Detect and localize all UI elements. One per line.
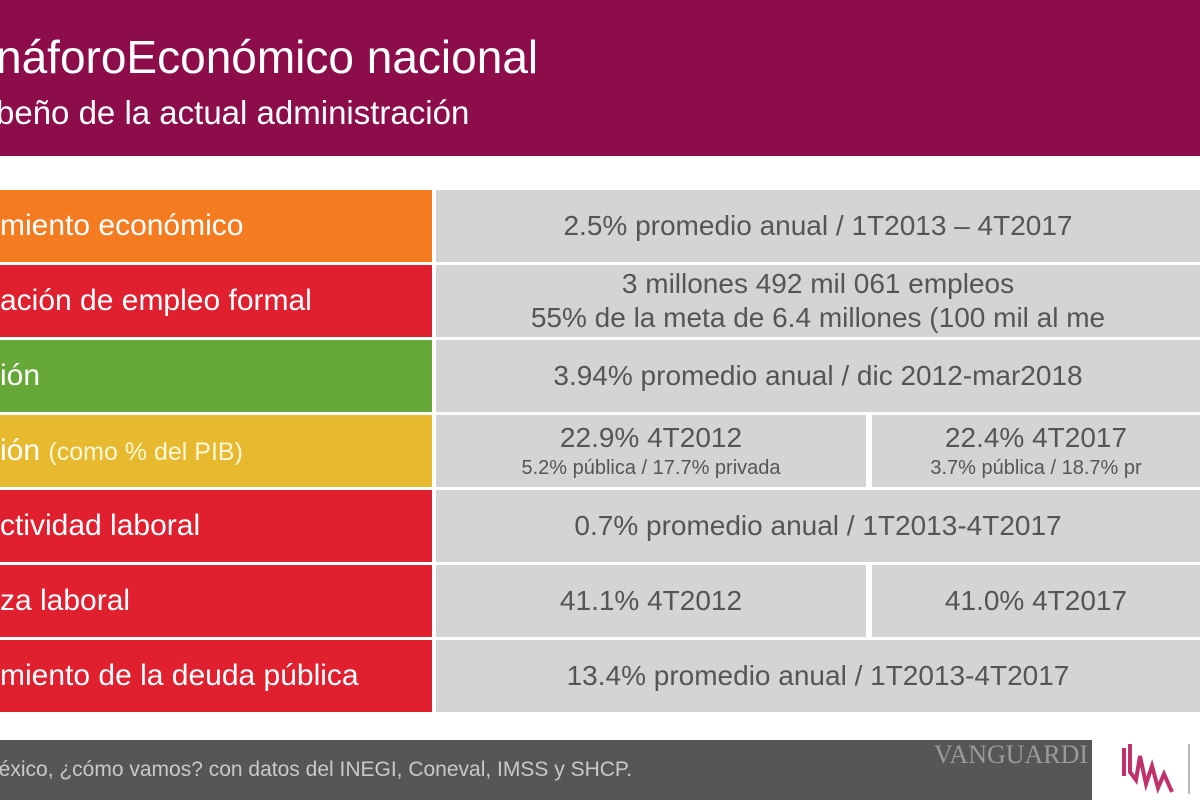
logo [1122,744,1174,795]
title: náforoEconómico nacional [0,31,539,83]
value-text: 41.0% 4T2017 [944,585,1128,616]
value-text: 0.7% promedio anual / 1T2013-4T2017 [574,510,1062,541]
row: ión (como % del PIB) 22.9% 4T2012 5.2% púb… [0,415,1200,487]
value-cell: 2.5% promedio anual / 1T2013 – 4T2017 [436,190,1200,262]
label-text: ctividad laboral [0,509,201,542]
label-text: ación de empleo formal [0,284,312,317]
header-band: náforoEconómico nacional beño de la actu… [0,0,1200,156]
value-cell: 22.4% 4T2017 3.7% pública / 18.7% pr [872,415,1200,487]
label-text: ión [0,359,41,392]
footer: léxico, ¿cómo vamos? con datos del INEGI… [0,740,1092,800]
value-cell: 3 millones 492 mil 061 empleos 55% de la … [436,265,1200,337]
value-text: 3 millones 492 mil 061 empleos [621,268,1015,299]
watermark: VANGUARDI [934,740,1089,769]
value-text: 55% de la meta de 6.4 millones (100 mil … [530,302,1106,333]
label-text: ión [0,434,41,467]
row-label: ctividad laboral [0,490,432,562]
row: za laboral 41.1% 4T2012 41.0% 4T2017 [0,565,1200,637]
row-label: ión [0,340,432,412]
value-text: 22.9% 4T2012 [559,422,743,453]
divider [1188,744,1190,794]
value-cell: 41.1% 4T2012 [436,565,866,637]
value-cell: 41.0% 4T2017 [872,565,1200,637]
row: miento de la deuda pública 13.4% promedio… [0,640,1200,712]
value-cell: 3.94% promedio anual / dic 2012-mar2018 [436,340,1200,412]
value-text: 41.1% 4T2012 [559,585,743,616]
value-text: 3.94% promedio anual / dic 2012-mar2018 [553,360,1083,391]
source: léxico, ¿cómo vamos? con datos del INEGI… [0,758,633,781]
row-label: ación de empleo formal [0,265,432,337]
row: miento económico 2.5% promedio anual / 1T… [0,190,1200,262]
row-label: za laboral [0,565,432,637]
value-text: 2.5% promedio anual / 1T2013 – 4T2017 [563,210,1073,241]
value-cell: 22.9% 4T2012 5.2% pública / 17.7% privada [436,415,866,487]
row: ación de empleo formal 3 millones 492 mil… [0,265,1200,337]
row-label: ión (como % del PIB) [0,415,432,487]
label-text: miento económico [0,209,244,242]
note: (como % del PIB) [48,438,243,466]
value-text: 3.7% pública / 18.7% pr [930,457,1142,479]
row-label: miento económico [0,190,432,262]
row: ctividad laboral 0.7% promedio anual / 1T… [0,490,1200,562]
value-text: 22.4% 4T2017 [944,422,1128,453]
value-text: 5.2% pública / 17.7% privada [521,457,781,479]
subtitle: beño de la actual administración [0,94,470,131]
value-text: 13.4% promedio anual / 1T2013-4T2017 [566,660,1070,691]
value-cell: 13.4% promedio anual / 1T2013-4T2017 [436,640,1200,712]
row: ión 3.94% promedio anual / dic 2012-mar20… [0,340,1200,412]
logo-mark [1122,744,1174,795]
label-text: miento de la deuda pública [0,659,359,692]
row-label: miento de la deuda pública [0,640,432,712]
label-text: za laboral [0,584,131,617]
value-cell: 0.7% promedio anual / 1T2013-4T2017 [436,490,1200,562]
